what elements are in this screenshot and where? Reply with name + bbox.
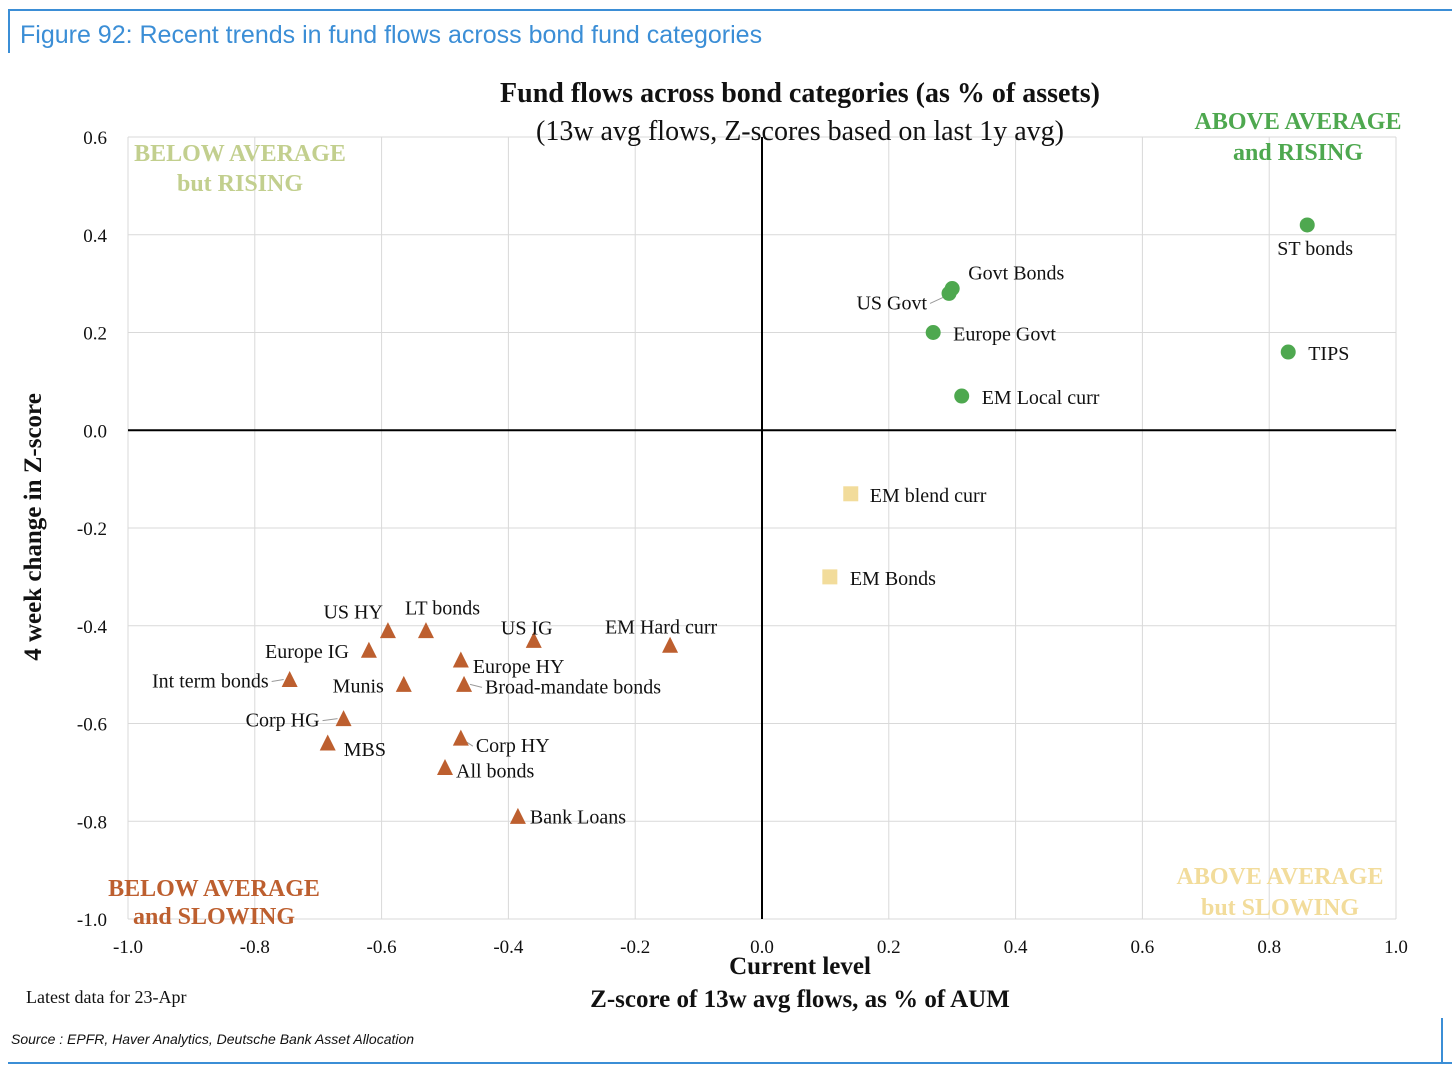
x-tick-label: 0.6: [1131, 937, 1155, 958]
point-us-ig-marker: [525, 631, 542, 648]
source-note: Source : EPFR, Haver Analytics, Deutsche…: [11, 1031, 415, 1047]
point-all-bonds-marker: [437, 758, 453, 775]
quadrant-label-bottom-right: but SLOWING: [1201, 895, 1359, 921]
point-europe-ig-label: Europe IG: [265, 641, 349, 663]
x-tick-label: -0.8: [240, 937, 270, 958]
point-int-term-bonds-label: Int term bonds: [152, 671, 269, 693]
point-us-govt-label: US Govt: [856, 292, 927, 314]
x-axis-label: Current level: [729, 953, 871, 980]
point-europe-hy-marker: [452, 651, 469, 668]
x-tick-label: 0.2: [877, 937, 901, 958]
chart-axes: [128, 137, 1396, 919]
point-corp-hg-marker: [335, 710, 352, 727]
point-corp-hg-leader: [322, 718, 338, 722]
x-tick-label: 0.0: [750, 937, 774, 958]
point-broad-mandate-bonds-marker: [456, 675, 473, 692]
leader-lines: [271, 296, 944, 747]
x-tick-label: -0.2: [620, 937, 650, 958]
point-tips-marker: [1280, 344, 1296, 360]
point-em-hard-curr-marker: [662, 636, 679, 653]
point-us-govt-marker: [941, 285, 957, 301]
point-europe-govt-marker: [925, 325, 941, 340]
quadrant-label-top-right: and RISING: [1233, 140, 1363, 166]
point-em-bonds-label: EM Bonds: [850, 568, 936, 590]
quadrant-label-top-right: ABOVE AVERAGE: [1195, 109, 1402, 135]
point-mbs-marker: [319, 734, 336, 751]
x-axis-sublabel: Z-score of 13w avg flows, as % of AUM: [590, 986, 1010, 1013]
point-labels: ST bonds Govt Bonds US Govt Europe Govt TIPS…: [152, 238, 1353, 828]
point-em-blend-curr-marker: [843, 486, 859, 502]
quadrant-label-top-left: BELOW AVERAGE: [134, 141, 346, 167]
point-corp-hy-marker: [452, 729, 469, 746]
frame-top-rule: [8, 9, 1452, 11]
point-em-local-curr-marker: [954, 388, 970, 404]
frame-right-rule: [1441, 1018, 1443, 1062]
point-corp-hg-label: Corp HG: [246, 710, 320, 732]
point-mbs-label: MBS: [344, 739, 386, 761]
point-govt-bonds-label: Govt Bonds: [968, 263, 1064, 285]
y-tick-label: 0.6: [83, 128, 107, 149]
quadrant-labels: BELOW AVERAGE but RISING ABOVE AVERAGE and …: [108, 109, 1401, 930]
quadrant-label-bottom-right: ABOVE AVERAGE: [1177, 864, 1384, 890]
point-bank-loans-marker: [509, 807, 526, 824]
point-us-ig-label: US IG: [501, 617, 553, 639]
point-us-hy-label: US HY: [323, 602, 382, 624]
point-us-govt-leader: [929, 296, 944, 304]
point-tips-label: TIPS: [1308, 343, 1349, 365]
point-st-bonds-marker: [1299, 217, 1315, 233]
point-em-hard-curr-label: EM Hard curr: [605, 616, 718, 638]
point-broad-mandate-bonds-leader: [469, 683, 483, 688]
point-europe-hy-label: Europe HY: [473, 656, 565, 678]
point-em-local-curr-label: EM Local curr: [982, 387, 1100, 409]
point-all-bonds-label: All bonds: [456, 760, 535, 782]
chart-marks: [281, 217, 1315, 824]
point-munis-marker: [395, 675, 412, 692]
point-em-blend-curr-label: EM blend curr: [870, 485, 987, 507]
x-tick-label: -0.4: [493, 937, 524, 958]
point-em-bonds-marker: [822, 569, 838, 585]
quadrant-label-bottom-left: BELOW AVERAGE: [108, 876, 320, 902]
x-tick-label: 0.4: [1004, 937, 1028, 958]
point-lt-bonds-label: LT bonds: [405, 598, 480, 620]
frame-bottom-rule: [8, 1062, 1452, 1064]
latest-data-note: Latest data for 23-Apr: [26, 987, 187, 1007]
point-st-bonds-label: ST bonds: [1277, 238, 1353, 260]
chart-title: Fund flows across bond categories (as % …: [500, 78, 1100, 109]
chart-subtitle: (13w avg flows, Z-scores based on last 1…: [536, 116, 1064, 147]
point-lt-bonds-marker: [417, 622, 434, 639]
x-tick-label: -0.6: [367, 937, 397, 958]
y-tick-label: -0.6: [77, 715, 107, 736]
point-us-hy-marker: [379, 622, 396, 639]
y-tick-label: -0.8: [77, 812, 107, 833]
point-broad-mandate-bonds-label: Broad-mandate bonds: [485, 676, 661, 698]
point-europe-govt-label: Europe Govt: [953, 324, 1056, 346]
point-europe-ig-marker: [360, 641, 377, 658]
point-corp-hy-label: Corp HY: [476, 735, 550, 757]
x-tick-label: 1.0: [1384, 937, 1408, 958]
quadrant-label-top-left: but RISING: [177, 171, 303, 197]
frame-left-rule: [8, 9, 10, 53]
point-int-term-bonds-marker: [281, 671, 298, 688]
figure-title: Figure 92: Recent trends in fund flows a…: [20, 21, 763, 49]
point-munis-label: Munis: [333, 675, 384, 697]
y-tick-label: 0.2: [83, 324, 107, 345]
y-tick-label: -0.4: [77, 617, 108, 638]
quadrant-label-bottom-left: and SLOWING: [133, 904, 295, 930]
y-axis-label: 4 week change in Z-score: [20, 393, 47, 661]
y-tick-label: -0.2: [77, 519, 107, 540]
point-corp-hy-leader: [466, 741, 474, 747]
y-tick-label: 0.4: [83, 226, 107, 247]
y-tick-label: -1.0: [77, 910, 107, 931]
y-tick-label: 0.0: [83, 421, 107, 442]
point-int-term-bonds-leader: [271, 679, 284, 683]
x-tick-label: 0.8: [1257, 937, 1281, 958]
x-tick-label: -1.0: [113, 937, 143, 958]
point-bank-loans-label: Bank Loans: [530, 806, 626, 828]
chart-tick-labels: -1.0 -0.8 -0.6 -0.4 -0.2 0.0 0.2 0.4 0.6 0.8 1.0 -1…: [77, 128, 1408, 958]
